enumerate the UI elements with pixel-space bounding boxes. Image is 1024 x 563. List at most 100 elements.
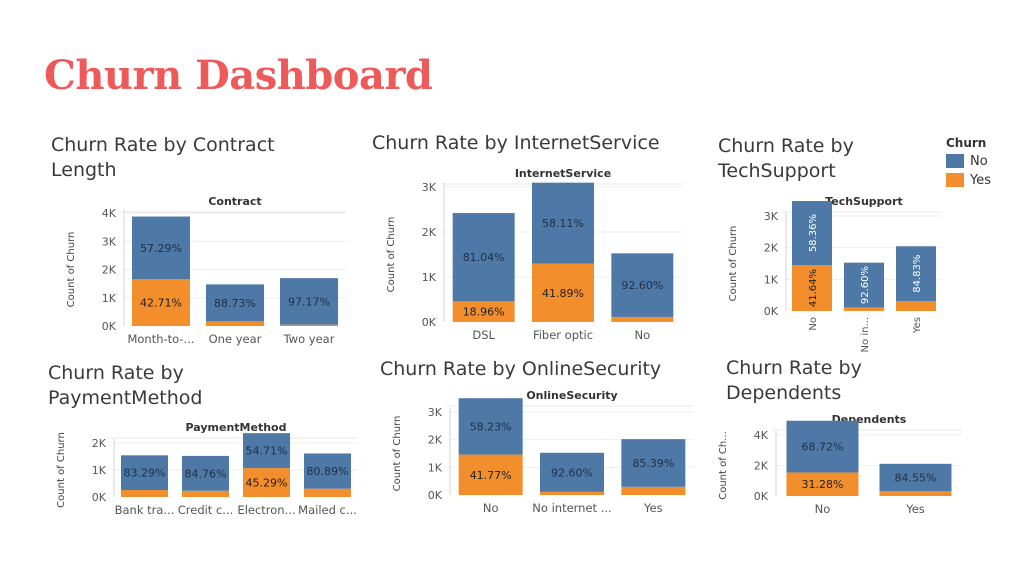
legend-title: Churn xyxy=(946,136,987,150)
x-tick-label: No xyxy=(815,502,831,516)
data-label-no: 83.29% xyxy=(124,467,166,480)
bar-yes-paymentmethod-0 xyxy=(121,490,168,497)
y-tick-label: 0K xyxy=(764,305,779,318)
x-tick-label: Yes xyxy=(643,501,663,515)
bar-yes-contract-0 xyxy=(132,279,190,326)
y-tick-label: 0K xyxy=(102,320,117,333)
bar-no-internetservice-0 xyxy=(452,213,515,302)
chart-subtitle: InternetService xyxy=(515,167,611,180)
data-label-no: 84.55% xyxy=(895,471,937,484)
chart-panel-dependents: Churn Rate by Dependents Dependents Count… xyxy=(718,356,966,536)
x-tick-label: Bank tra... xyxy=(115,503,175,517)
y-tick-label: 2K xyxy=(428,434,443,447)
chart-panel-contract: Churn Rate by Contract Length Contract Co… xyxy=(51,133,351,353)
bar-no-onlinesecurity-1 xyxy=(540,452,604,492)
y-tick-label: 3K xyxy=(764,210,779,223)
paymentmethod-chart: PaymentMethod Count of Churn 0K 1K 2K 83.29% B… xyxy=(56,421,358,517)
legend-item-yes: Yes xyxy=(946,172,991,188)
y-tick-label: 4K xyxy=(754,429,769,442)
bar-yes-contract-2 xyxy=(280,324,338,326)
y-tick-label: 1K xyxy=(92,464,107,477)
bar-no-onlinesecurity-0 xyxy=(458,398,523,455)
internetservice-chart: InternetService Count of Churn 0K 1K 2K 3K 81.… xyxy=(386,167,682,342)
x-tick-label: Yes xyxy=(912,317,923,334)
data-label-no: 97.17% xyxy=(288,295,330,308)
y-axis-title: Count of Churn xyxy=(728,226,739,302)
y-tick-label: 2K xyxy=(754,460,769,473)
x-tick-label: No xyxy=(483,501,499,515)
bar-no-techsupport-1 xyxy=(844,262,884,308)
legend-label-no: No xyxy=(970,153,988,169)
bar-yes-paymentmethod-1 xyxy=(182,490,229,497)
y-axis-title: Count of Churn xyxy=(392,416,403,492)
x-tick-label: Electron... xyxy=(237,503,295,517)
data-label-yes: 41.77% xyxy=(470,469,512,482)
data-label-no: 84.83% xyxy=(912,255,923,293)
chart-subtitle: PaymentMethod xyxy=(186,421,287,434)
bar-no-techsupport-0 xyxy=(792,201,832,266)
legend-swatch-yes xyxy=(946,173,964,187)
dashboard-title: Churn Dashboard xyxy=(44,52,433,99)
data-label-no: 84.76% xyxy=(185,467,227,480)
legend: Churn No Yes xyxy=(946,136,991,188)
y-tick-label: 1K xyxy=(422,271,437,284)
chart-title: Churn Rate by Dependents xyxy=(726,357,862,404)
data-label-no: 88.73% xyxy=(214,297,256,310)
data-label-no: 92.60% xyxy=(860,266,871,304)
x-tick-label: DSL xyxy=(472,328,495,342)
x-tick-label: Credit c... xyxy=(178,503,234,517)
y-tick-label: 2K xyxy=(764,242,779,255)
data-label-no: 85.39% xyxy=(632,457,674,470)
bar-no-internetservice-2 xyxy=(611,253,674,317)
legend-label-yes: Yes xyxy=(970,172,991,188)
bar-yes-onlinesecurity-0 xyxy=(458,454,523,495)
bar-yes-contract-1 xyxy=(206,321,264,326)
x-tick-label: Yes xyxy=(905,502,925,516)
x-tick-label: No xyxy=(635,328,651,342)
data-label-yes: 45.29% xyxy=(246,477,288,490)
y-tick-label: 2K xyxy=(92,437,107,450)
data-label-yes: 41.89% xyxy=(542,287,584,300)
data-label-no: 58.36% xyxy=(808,214,819,252)
bar-no-contract-0 xyxy=(132,216,190,280)
bar-no-paymentmethod-1 xyxy=(182,455,229,491)
data-label-no: 68.72% xyxy=(802,441,844,454)
data-label-no: 80.89% xyxy=(307,465,349,478)
data-label-no: 58.23% xyxy=(470,420,512,433)
y-tick-label: 3K xyxy=(422,181,437,194)
y-tick-label: 0K xyxy=(92,491,107,504)
bar-yes-dependents-1 xyxy=(879,491,952,496)
y-tick-label: 2K xyxy=(422,226,437,239)
y-tick-label: 1K xyxy=(764,273,779,286)
chart-subtitle: Contract xyxy=(208,195,261,208)
chart-subtitle: OnlineSecurity xyxy=(526,389,617,402)
chart-panel-internetservice: Churn Rate by InternetService InternetSe… xyxy=(372,131,692,351)
data-label-no: 81.04% xyxy=(463,251,505,264)
data-label-no: 54.71% xyxy=(246,445,288,458)
techsupport-chart: TechSupport Count of Churn 0K 1K 2K 3K 58.36% 4… xyxy=(728,195,942,352)
data-label-no: 92.60% xyxy=(551,466,593,479)
y-axis-title: Count of Churn xyxy=(56,432,67,508)
bar-yes-internetservice-2 xyxy=(611,316,674,322)
bar-no-contract-1 xyxy=(206,284,264,322)
y-tick-label: 3K xyxy=(428,406,443,419)
y-tick-label: 0K xyxy=(428,489,443,502)
x-tick-label: Mailed c... xyxy=(298,503,357,517)
bar-no-onlinesecurity-2 xyxy=(621,439,686,487)
bar-no-techsupport-2 xyxy=(896,246,936,302)
data-label-no: 92.60% xyxy=(621,279,663,292)
data-label-yes: 18.96% xyxy=(463,306,505,319)
y-tick-label: 0K xyxy=(754,490,769,503)
bar-no-dependents-0 xyxy=(786,420,859,473)
data-label-yes: 41.64% xyxy=(808,269,819,307)
x-tick-label: Month-to-... xyxy=(127,332,194,346)
bar-no-contract-2 xyxy=(280,278,338,325)
y-axis-title: Count of Ch... xyxy=(718,431,729,500)
bar-no-paymentmethod-3 xyxy=(304,453,351,489)
bar-yes-techsupport-0 xyxy=(792,265,832,311)
bar-yes-onlinesecurity-1 xyxy=(540,491,604,495)
onlinesecurity-chart: OnlineSecurity Count of Churn 0K 1K 2K 3K 58.2… xyxy=(392,389,694,515)
bar-yes-internetservice-1 xyxy=(532,263,594,322)
x-tick-label: No in... xyxy=(860,317,871,352)
